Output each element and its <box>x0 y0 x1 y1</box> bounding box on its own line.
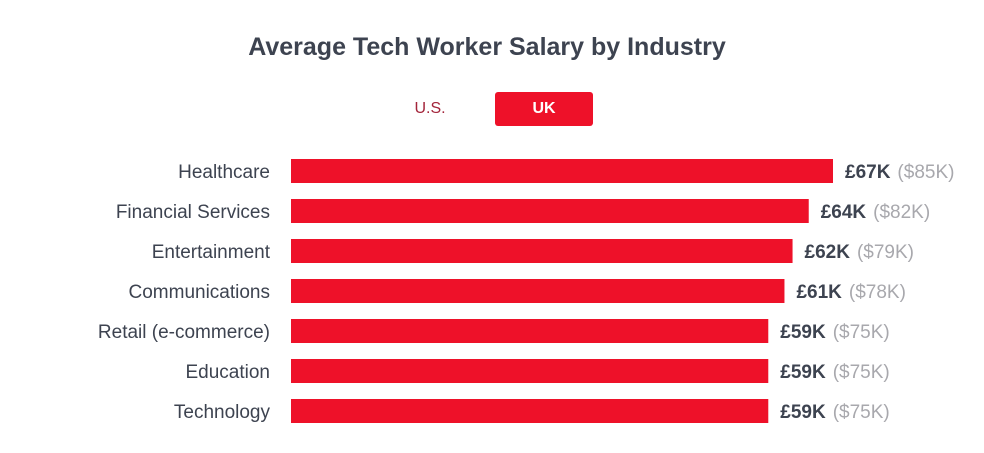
bar <box>291 159 833 183</box>
chart-title: Average Tech Worker Salary by Industry <box>248 33 726 61</box>
category-label: Communications <box>129 282 271 303</box>
usd-label: ($78K) <box>849 282 906 303</box>
value-label: £59K <box>780 362 826 383</box>
value-label: £61K <box>796 282 842 303</box>
bar <box>291 359 769 383</box>
category-label: Financial Services <box>116 202 270 223</box>
bar <box>291 239 793 263</box>
value-label: £59K <box>780 402 826 423</box>
category-label: Healthcare <box>178 162 270 183</box>
toggle-us[interactable]: U.S. <box>414 100 446 117</box>
usd-label: ($85K) <box>897 162 954 183</box>
bar <box>291 399 769 423</box>
value-label: £67K <box>845 162 891 183</box>
bar <box>291 199 809 223</box>
bar <box>291 279 785 303</box>
usd-label: ($75K) <box>833 402 890 423</box>
usd-label: ($75K) <box>833 322 890 343</box>
category-label: Education <box>185 362 270 383</box>
usd-label: ($82K) <box>873 202 930 223</box>
toggle-uk[interactable]: UK <box>495 92 593 126</box>
category-label: Entertainment <box>152 242 271 263</box>
category-label: Retail (e-commerce) <box>98 322 270 343</box>
category-label: Technology <box>174 402 271 423</box>
value-label: £62K <box>805 242 851 263</box>
value-label: £64K <box>821 202 867 223</box>
value-label: £59K <box>780 322 826 343</box>
usd-label: ($79K) <box>857 242 914 263</box>
bar <box>291 319 769 343</box>
usd-label: ($75K) <box>833 362 890 383</box>
